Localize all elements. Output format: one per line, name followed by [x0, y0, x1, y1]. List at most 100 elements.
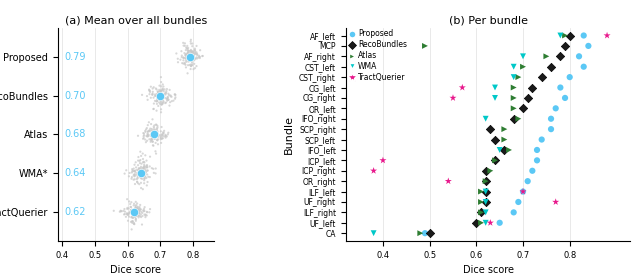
Point	[132, 207, 142, 211]
Point	[180, 54, 191, 58]
Point	[136, 176, 146, 181]
Point	[146, 122, 156, 126]
Point	[135, 158, 145, 162]
Point	[144, 87, 154, 92]
Point	[148, 129, 158, 134]
Point	[149, 128, 159, 132]
Point	[154, 94, 164, 98]
Point	[138, 165, 148, 170]
Point	[135, 214, 145, 219]
Point	[155, 102, 165, 106]
Point	[124, 171, 134, 175]
Point	[148, 128, 158, 132]
Point	[448, 96, 458, 100]
Point	[130, 182, 140, 186]
Point	[190, 66, 200, 70]
Text: 0.68: 0.68	[64, 129, 86, 139]
Point	[156, 95, 166, 99]
Point	[163, 98, 173, 102]
Point	[134, 170, 145, 175]
Point	[152, 127, 162, 132]
Point	[136, 154, 147, 158]
Point	[564, 75, 575, 79]
Point	[138, 160, 148, 165]
Point	[187, 63, 197, 67]
Point	[143, 131, 153, 136]
Point	[126, 205, 136, 209]
Point	[189, 48, 200, 52]
Point	[187, 41, 197, 46]
Point	[150, 166, 161, 171]
Point	[139, 172, 149, 176]
Point	[148, 85, 159, 89]
Point	[133, 206, 143, 211]
Point	[149, 134, 159, 138]
Point	[149, 126, 159, 130]
Point	[129, 207, 140, 212]
Point	[138, 173, 148, 177]
Point	[138, 137, 148, 141]
Point	[550, 106, 561, 111]
Point	[541, 54, 552, 58]
Point	[137, 222, 147, 227]
Point	[145, 164, 155, 169]
Point	[189, 58, 200, 62]
Point	[129, 177, 140, 181]
Point	[509, 65, 519, 69]
Point	[127, 227, 137, 232]
Point	[144, 129, 154, 133]
Point	[523, 179, 533, 183]
Point	[141, 140, 151, 144]
Point	[152, 123, 162, 127]
Point	[170, 95, 180, 99]
Point	[149, 132, 159, 137]
Title: (b) Per bundle: (b) Per bundle	[449, 16, 527, 25]
Point	[188, 63, 198, 67]
Point	[188, 51, 198, 56]
Point	[146, 137, 156, 141]
Point	[132, 201, 142, 206]
Point	[485, 168, 495, 173]
Point	[131, 170, 141, 175]
Point	[187, 55, 197, 60]
Point	[198, 54, 208, 58]
Point	[151, 86, 161, 91]
Point	[183, 56, 193, 61]
Point	[133, 168, 143, 173]
Point	[145, 133, 156, 137]
Point	[156, 89, 166, 94]
Point	[146, 129, 156, 133]
Point	[175, 57, 186, 62]
Point	[148, 101, 159, 106]
Point	[181, 56, 191, 60]
Point	[135, 173, 145, 177]
Point	[132, 205, 143, 210]
Point	[188, 67, 198, 71]
Point	[156, 136, 166, 140]
Point	[138, 187, 148, 191]
Point	[157, 132, 168, 136]
Point	[127, 221, 138, 225]
Text: 0.64: 0.64	[64, 168, 86, 178]
Point	[127, 207, 137, 212]
Point	[150, 132, 161, 136]
Point	[159, 99, 169, 104]
Point	[120, 212, 130, 216]
Point	[136, 186, 146, 190]
Point	[126, 176, 136, 181]
Point	[133, 208, 143, 212]
Point	[518, 54, 528, 58]
Point	[140, 137, 150, 142]
Point	[560, 44, 570, 48]
Point	[189, 52, 200, 57]
Point	[185, 55, 195, 59]
Point	[150, 137, 160, 141]
Point	[127, 216, 138, 220]
Point	[481, 210, 491, 215]
Point	[130, 169, 140, 173]
Point	[152, 124, 163, 128]
Point	[160, 133, 170, 137]
Point	[546, 117, 556, 121]
Point	[127, 211, 137, 215]
Point	[188, 50, 198, 55]
